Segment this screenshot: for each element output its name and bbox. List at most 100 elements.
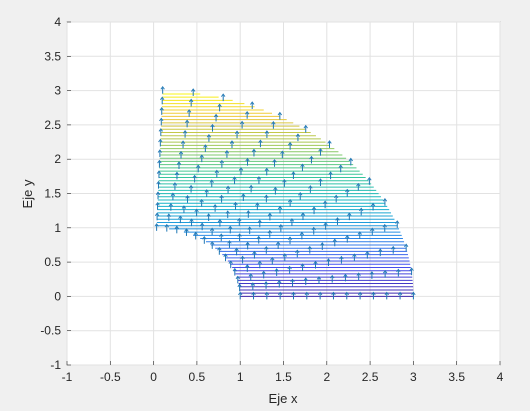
arrow-head: [185, 195, 190, 199]
arrow-head: [239, 120, 245, 125]
arrow-head: [356, 272, 361, 276]
arrow-head: [219, 159, 225, 164]
x-axis-label: Eje x: [269, 391, 298, 406]
y-tick-label: 3.5: [44, 49, 61, 63]
arrow-head: [210, 241, 215, 245]
arrow-head: [223, 253, 228, 257]
arrow-head: [186, 109, 192, 113]
arrow-head: [192, 174, 197, 179]
arrow-head: [330, 274, 335, 279]
arrow-head: [184, 119, 190, 124]
arrow-head: [397, 291, 403, 296]
arrow-head: [191, 88, 196, 92]
y-tick-label: 4: [54, 15, 61, 29]
arrow-head: [252, 250, 257, 255]
arrow-head: [404, 243, 409, 247]
arrow-head: [264, 291, 270, 296]
arrow-head: [300, 163, 305, 168]
arrow-head: [309, 155, 314, 160]
arrow-head: [154, 212, 160, 217]
arrow-head: [227, 240, 232, 244]
arrow-head: [228, 225, 233, 230]
arrow-head: [209, 179, 214, 183]
arrow-head: [245, 241, 250, 246]
arrow-head: [237, 283, 242, 288]
arrow-head: [159, 117, 164, 122]
arrow-head: [240, 255, 245, 260]
arrow-head: [318, 178, 323, 182]
arrow-head: [235, 275, 240, 280]
arrow-head: [267, 212, 273, 217]
arrow-head: [282, 253, 287, 257]
arrow-head: [295, 249, 300, 254]
arrow-head: [160, 85, 165, 90]
arrow-head: [212, 204, 218, 208]
arrow-head: [352, 253, 357, 257]
arrow-head: [347, 212, 352, 216]
arrow-markers: [154, 85, 416, 300]
y-tick-label: -0.5: [40, 324, 61, 338]
arrow-head: [332, 238, 337, 243]
arrow-head: [328, 171, 333, 175]
arrow-head: [158, 128, 163, 132]
arrow-head: [199, 222, 205, 226]
arrow-head: [256, 235, 261, 240]
x-tick-label: 0: [150, 370, 157, 384]
arrow-head: [338, 164, 343, 169]
arrow-head: [339, 255, 344, 260]
arrow-head: [158, 138, 163, 143]
arrow-head: [258, 139, 263, 143]
arrow-head: [213, 113, 219, 118]
arrow-head: [250, 101, 255, 105]
arrow-head: [300, 212, 306, 216]
arrow-head: [277, 279, 282, 284]
arrow-head: [264, 194, 269, 199]
arrow-head: [217, 246, 222, 251]
arrow-head: [257, 219, 262, 224]
arrow-head: [224, 150, 230, 154]
arrow-head: [298, 192, 303, 196]
arrow-head: [382, 223, 387, 228]
y-tick-label: 3: [54, 84, 61, 98]
arrow-head: [282, 179, 287, 183]
arrow-head: [267, 229, 272, 234]
arrow-head: [274, 268, 279, 272]
arrow-head: [155, 191, 161, 195]
arrow-head: [311, 206, 317, 210]
arrow-head: [303, 124, 308, 129]
y-tick-label: 0: [54, 289, 61, 303]
arrow-head: [344, 291, 349, 296]
arrow-head: [316, 276, 322, 280]
arrow-head: [327, 140, 332, 144]
arrow-head: [248, 184, 254, 189]
arrow-head: [343, 273, 348, 278]
arrow-head: [234, 130, 240, 135]
y-tick-label: 2: [54, 152, 61, 166]
arrow-head: [157, 159, 162, 164]
arrow-head: [278, 291, 283, 296]
arrow-head: [154, 223, 159, 227]
arrow-head: [357, 291, 363, 296]
arrow-head: [225, 210, 230, 214]
arrow-head: [257, 260, 262, 265]
arrow-head: [172, 182, 178, 186]
x-tick-label: 2: [323, 370, 330, 384]
arrow-head: [277, 111, 283, 116]
arrow-head: [209, 227, 215, 232]
arrow-head: [184, 228, 189, 232]
arrow-head: [378, 248, 383, 252]
arrow-head: [323, 221, 328, 226]
arrow-head: [250, 282, 255, 286]
arrow-head: [203, 144, 208, 148]
arrow-head: [395, 220, 400, 224]
arrow-head: [313, 260, 318, 265]
arrow-head: [156, 170, 162, 174]
x-tick-label: 1.5: [275, 370, 292, 384]
arrow-head: [272, 159, 277, 163]
arrow-head: [291, 291, 296, 296]
arrow-head: [345, 188, 350, 193]
arrow-head: [233, 201, 238, 206]
arrow-head: [369, 271, 375, 275]
arrow-head: [348, 157, 353, 162]
arrow-head: [221, 93, 226, 97]
